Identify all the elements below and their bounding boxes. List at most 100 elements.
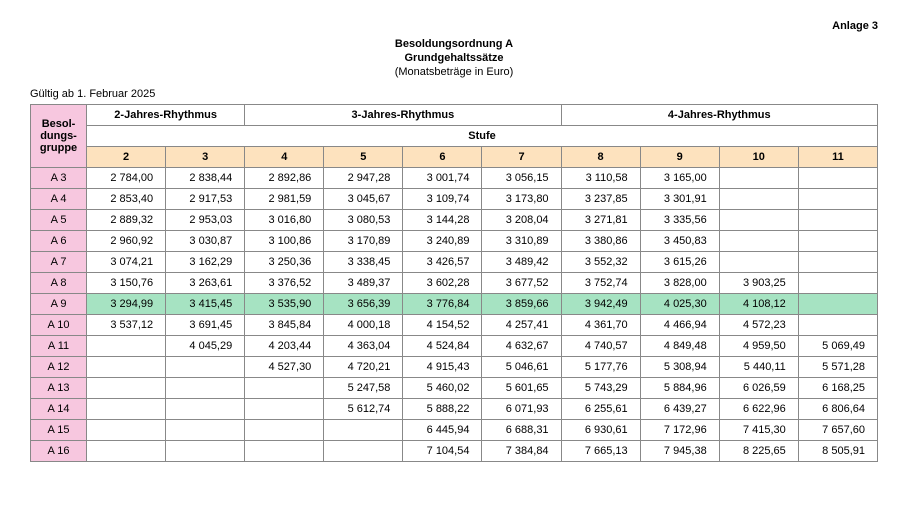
value-cell: 3 294,99 <box>87 294 166 315</box>
value-cell: 3 380,86 <box>561 231 640 252</box>
table-row: A 93 294,993 415,453 535,903 656,393 776… <box>31 294 878 315</box>
value-cell: 5 743,29 <box>561 378 640 399</box>
grade-cell: A 8 <box>31 273 87 294</box>
value-cell: 3 845,84 <box>245 315 324 336</box>
table-row: A 83 150,763 263,613 376,523 489,373 602… <box>31 273 878 294</box>
header-stufe-2: 2 <box>87 147 166 168</box>
value-cell: 3 165,00 <box>640 168 719 189</box>
value-cell: 3 489,37 <box>324 273 403 294</box>
table-row: A 156 445,946 688,316 930,617 172,967 41… <box>31 420 878 441</box>
value-cell: 3 271,81 <box>561 210 640 231</box>
value-cell: 3 301,91 <box>640 189 719 210</box>
value-cell: 6 026,59 <box>719 378 798 399</box>
value-cell: 6 445,94 <box>403 420 482 441</box>
value-cell: 3 415,45 <box>166 294 245 315</box>
header-grade-l1: Besol- <box>37 118 80 130</box>
value-cell: 5 884,96 <box>640 378 719 399</box>
value-cell <box>166 399 245 420</box>
value-cell <box>798 294 877 315</box>
value-cell <box>798 210 877 231</box>
value-cell: 5 046,61 <box>482 357 561 378</box>
value-cell: 3 859,66 <box>482 294 561 315</box>
value-cell: 4 466,94 <box>640 315 719 336</box>
value-cell: 3 173,80 <box>482 189 561 210</box>
value-cell: 3 001,74 <box>403 168 482 189</box>
value-cell: 4 000,18 <box>324 315 403 336</box>
grade-cell: A 6 <box>31 231 87 252</box>
value-cell: 2 953,03 <box>166 210 245 231</box>
value-cell: 5 612,74 <box>324 399 403 420</box>
value-cell: 3 208,04 <box>482 210 561 231</box>
value-cell <box>798 252 877 273</box>
value-cell: 7 172,96 <box>640 420 719 441</box>
value-cell: 5 247,58 <box>324 378 403 399</box>
value-cell: 2 784,00 <box>87 168 166 189</box>
value-cell: 8 225,65 <box>719 441 798 462</box>
value-cell: 3 376,52 <box>245 273 324 294</box>
value-cell: 6 930,61 <box>561 420 640 441</box>
value-cell: 3 615,26 <box>640 252 719 273</box>
value-cell <box>166 420 245 441</box>
value-cell: 7 415,30 <box>719 420 798 441</box>
value-cell <box>324 441 403 462</box>
value-cell <box>719 189 798 210</box>
table-row: A 32 784,002 838,442 892,862 947,283 001… <box>31 168 878 189</box>
value-cell: 3 080,53 <box>324 210 403 231</box>
grade-cell: A 9 <box>31 294 87 315</box>
table-row: A 73 074,213 162,293 250,363 338,453 426… <box>31 252 878 273</box>
header-stufe-label: Stufe <box>87 126 878 147</box>
header-grade-l2: dungs- <box>37 130 80 142</box>
grade-cell: A 15 <box>31 420 87 441</box>
value-cell: 5 888,22 <box>403 399 482 420</box>
value-cell <box>719 252 798 273</box>
value-cell: 3 828,00 <box>640 273 719 294</box>
value-cell: 7 657,60 <box>798 420 877 441</box>
value-cell: 4 572,23 <box>719 315 798 336</box>
title-line1: Besoldungsordnung A <box>30 38 878 50</box>
table-row: A 145 612,745 888,226 071,936 255,616 43… <box>31 399 878 420</box>
value-cell: 4 108,12 <box>719 294 798 315</box>
value-cell: 6 071,93 <box>482 399 561 420</box>
value-cell: 3 310,89 <box>482 231 561 252</box>
value-cell: 4 527,30 <box>245 357 324 378</box>
grade-cell: A 5 <box>31 210 87 231</box>
value-cell <box>87 378 166 399</box>
value-cell: 3 903,25 <box>719 273 798 294</box>
table-row: A 52 889,322 953,033 016,803 080,533 144… <box>31 210 878 231</box>
header-stufe-3: 3 <box>166 147 245 168</box>
grade-cell: A 16 <box>31 441 87 462</box>
value-cell: 3 074,21 <box>87 252 166 273</box>
value-cell <box>719 231 798 252</box>
value-cell: 3 691,45 <box>166 315 245 336</box>
value-cell: 3 552,32 <box>561 252 640 273</box>
header-rhythm-4: 4-Jahres-Rhythmus <box>561 105 877 126</box>
header-rhythm-2: 2-Jahres-Rhythmus <box>87 105 245 126</box>
valid-from: Gültig ab 1. Februar 2025 <box>30 88 878 100</box>
value-cell: 5 069,49 <box>798 336 877 357</box>
value-cell <box>324 420 403 441</box>
value-cell: 3 150,76 <box>87 273 166 294</box>
header-stufe-6: 6 <box>403 147 482 168</box>
value-cell: 3 045,67 <box>324 189 403 210</box>
value-cell: 7 945,38 <box>640 441 719 462</box>
grade-cell: A 3 <box>31 168 87 189</box>
value-cell: 4 361,70 <box>561 315 640 336</box>
value-cell <box>798 168 877 189</box>
value-cell: 4 363,04 <box>324 336 403 357</box>
value-cell: 6 622,96 <box>719 399 798 420</box>
value-cell: 3 602,28 <box>403 273 482 294</box>
table-row: A 62 960,923 030,873 100,863 170,893 240… <box>31 231 878 252</box>
table-row: A 103 537,123 691,453 845,844 000,184 15… <box>31 315 878 336</box>
header-stufe-7: 7 <box>482 147 561 168</box>
value-cell <box>166 378 245 399</box>
value-cell: 2 889,32 <box>87 210 166 231</box>
title-line3: (Monatsbeträge in Euro) <box>30 66 878 78</box>
value-cell: 3 170,89 <box>324 231 403 252</box>
value-cell: 4 203,44 <box>245 336 324 357</box>
header-rhythm-3: 3-Jahres-Rhythmus <box>245 105 561 126</box>
value-cell <box>798 315 877 336</box>
table-row: A 42 853,402 917,532 981,593 045,673 109… <box>31 189 878 210</box>
header-stufe-row: 234567891011 <box>31 147 878 168</box>
value-cell <box>719 168 798 189</box>
header-stufe-9: 9 <box>640 147 719 168</box>
